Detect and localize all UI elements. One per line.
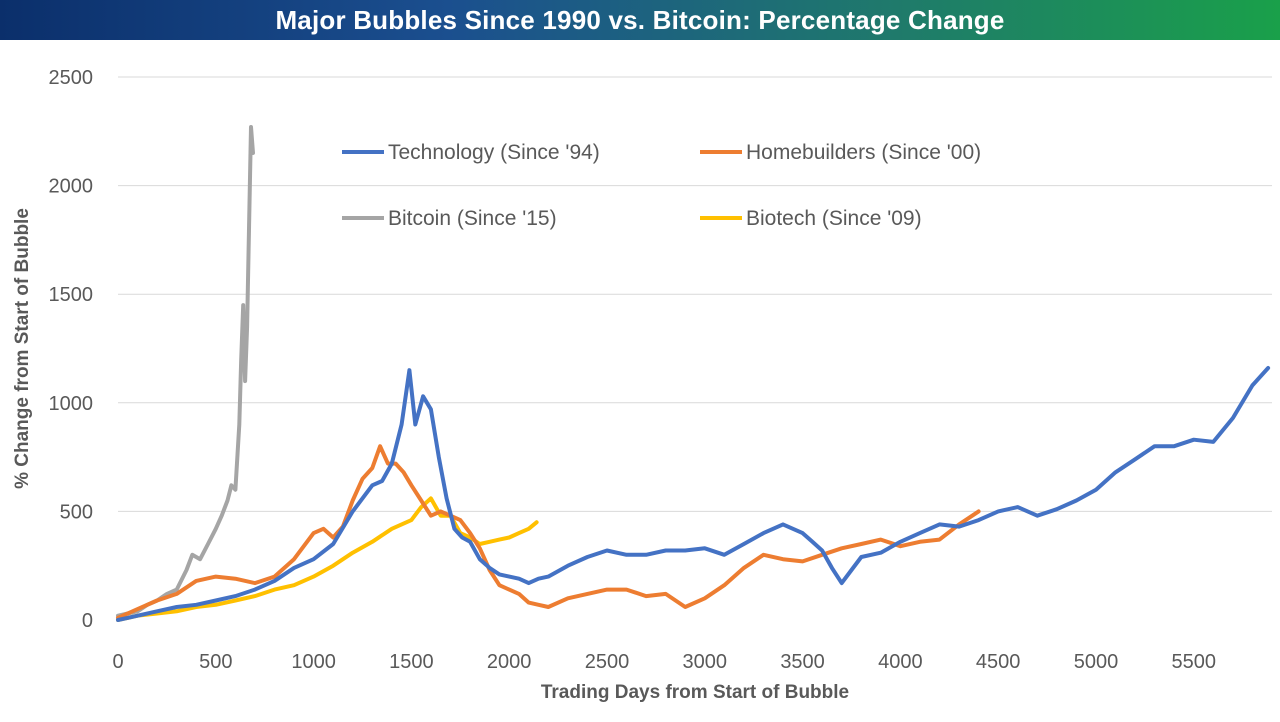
grid-lines [118, 76, 1272, 512]
y-tick-labels: 0 500 1000 1500 2000 2500 [49, 67, 94, 632]
legend: Technology (Since '94) Homebuilders (Sinc… [342, 141, 981, 230]
x-tick-label: 1000 [291, 651, 336, 673]
y-tick-label: 1000 [49, 393, 94, 415]
x-tick-label: 2500 [585, 651, 630, 673]
x-tick-labels: 0 500 1000 1500 2000 2500 3000 3500 4000 4500 5000… [112, 651, 1216, 673]
series-line [116, 496, 539, 622]
x-tick-label: 3500 [780, 651, 825, 673]
x-tick-label: 2000 [487, 651, 532, 673]
y-tick-label: 1500 [49, 284, 94, 306]
x-tick-label: 3000 [683, 651, 728, 673]
y-tick-label: 2000 [49, 176, 94, 198]
legend-label: Homebuilders (Since '00) [746, 141, 981, 164]
chart-area: 0 500 1000 1500 2000 2500 0 500 1000 1500 2000 250… [12, 67, 1272, 703]
legend-label: Biotech (Since '09) [746, 207, 922, 230]
x-tick-label: 500 [199, 651, 232, 673]
series-line [116, 366, 1271, 622]
legend-label: Technology (Since '94) [388, 141, 600, 164]
x-tick-label: 1500 [389, 651, 434, 673]
y-axis-title: % Change from Start of Bubble [12, 208, 33, 489]
x-tick-label: 0 [112, 651, 123, 673]
y-tick-label: 500 [60, 501, 93, 523]
x-tick-label: 4000 [878, 651, 923, 673]
y-tick-label: 0 [82, 610, 93, 632]
chart-title: Major Bubbles Since 1990 vs. Bitcoin: Pe… [275, 4, 1005, 35]
x-tick-label: 5500 [1172, 651, 1217, 673]
chart-title-bar: Major Bubbles Since 1990 vs. Bitcoin: Pe… [0, 0, 1280, 40]
x-tick-label: 4500 [976, 651, 1021, 673]
series-line [116, 125, 255, 618]
x-tick-label: 5000 [1074, 651, 1119, 673]
series-lines [116, 125, 1271, 622]
series-line [116, 444, 981, 620]
x-axis-title: Trading Days from Start of Bubble [541, 682, 849, 703]
legend-label: Bitcoin (Since '15) [388, 207, 557, 230]
y-tick-label: 2500 [49, 67, 94, 89]
